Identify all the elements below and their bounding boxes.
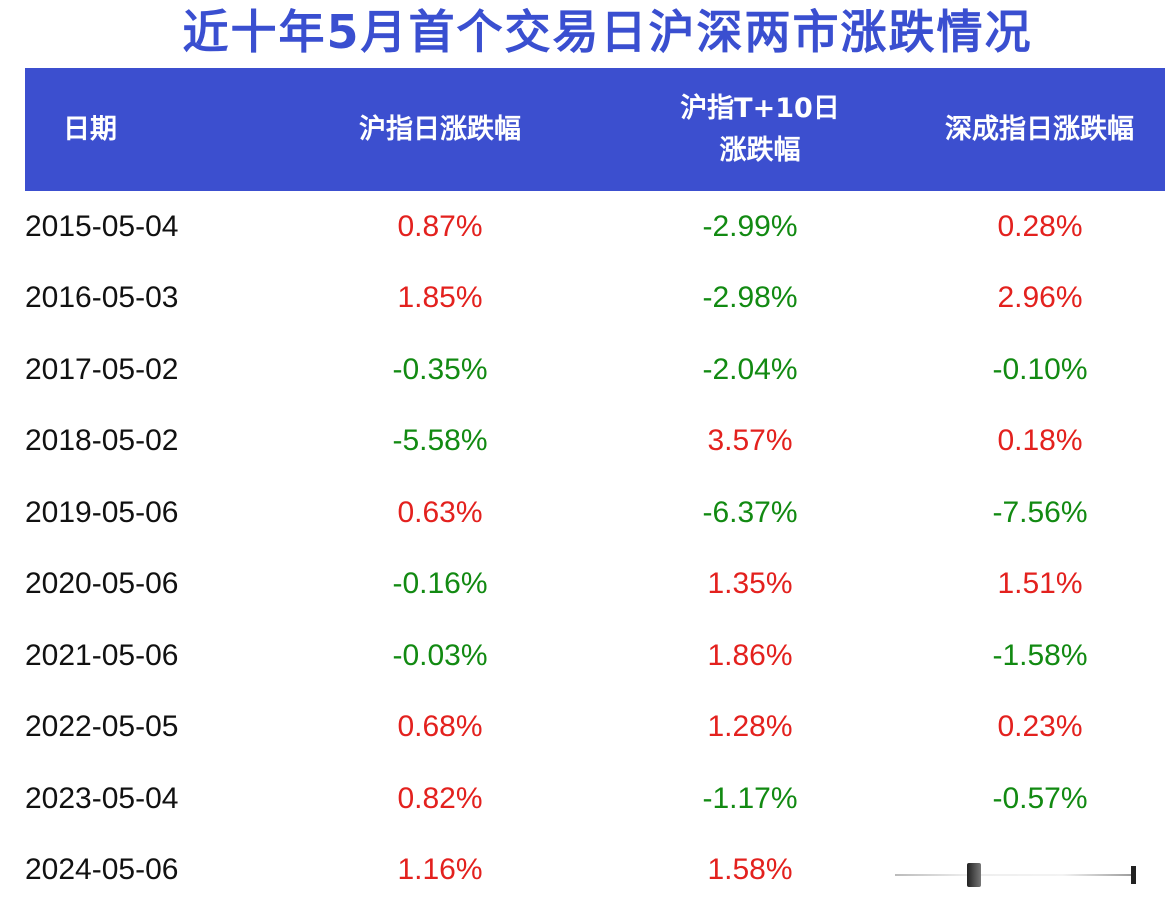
table-row: 2023-05-04 0.82% -1.17% -0.57% bbox=[25, 763, 1165, 835]
cell-date: 2023-05-04 bbox=[25, 781, 179, 815]
cell-date: 2021-05-06 bbox=[25, 638, 179, 672]
header-sh-t10-line1: 沪指T+10日 bbox=[680, 92, 840, 124]
cell-date: 2016-05-03 bbox=[25, 281, 179, 315]
cell-date: 2020-05-06 bbox=[25, 567, 179, 601]
cell-date: 2018-05-02 bbox=[25, 424, 179, 458]
cell-sh-t10: 1.58% bbox=[707, 853, 793, 887]
cell-date: 2017-05-02 bbox=[25, 352, 179, 386]
cell-sz-day: -1.58% bbox=[992, 638, 1088, 672]
cell-sh-t10: 1.86% bbox=[707, 638, 793, 672]
cell-sz-day: -0.57% bbox=[992, 781, 1088, 815]
cell-sh-day: 1.85% bbox=[397, 281, 483, 315]
table-row: 2017-05-02 -0.35% -2.04% -0.10% bbox=[25, 334, 1165, 406]
header-sh-t10-line2: 涨跌幅 bbox=[719, 134, 801, 166]
cell-sh-day: -5.58% bbox=[392, 424, 488, 458]
cell-sz-day: 2.96% bbox=[997, 281, 1083, 315]
cell-sh-day: -0.16% bbox=[392, 567, 488, 601]
cell-sh-t10: -1.17% bbox=[702, 781, 798, 815]
cell-date: 2015-05-04 bbox=[25, 209, 179, 243]
table-row: 2021-05-06 -0.03% 1.86% -1.58% bbox=[25, 620, 1165, 692]
cell-sz-day: -0.10% bbox=[992, 352, 1088, 386]
cell-sh-day: 0.82% bbox=[397, 781, 483, 815]
cell-sh-t10: -2.99% bbox=[702, 209, 798, 243]
cell-sh-day: -0.03% bbox=[392, 638, 488, 672]
cell-sh-day: 0.68% bbox=[397, 710, 483, 744]
cell-date: 2024-05-06 bbox=[25, 853, 179, 887]
watermark-line bbox=[895, 874, 1135, 876]
table-header: 日期 沪指日涨跌幅 沪指T+10日 涨跌幅 深成指日涨跌幅 bbox=[25, 68, 1165, 191]
cell-sz-day: 0.18% bbox=[997, 424, 1083, 458]
header-sz-day-change: 深成指日涨跌幅 bbox=[945, 113, 1134, 145]
header-sh-day-change: 沪指日涨跌幅 bbox=[359, 113, 521, 145]
header-row: 日期 沪指日涨跌幅 沪指T+10日 涨跌幅 深成指日涨跌幅 bbox=[25, 68, 1165, 191]
cell-date: 2019-05-06 bbox=[25, 495, 179, 529]
cell-date: 2022-05-05 bbox=[25, 710, 179, 744]
table-row: 2024-05-06 1.16% 1.58% bbox=[25, 835, 1165, 907]
cell-sz-day: 0.28% bbox=[997, 209, 1083, 243]
table-row: 2022-05-05 0.68% 1.28% 0.23% bbox=[25, 692, 1165, 764]
header-date: 日期 bbox=[63, 113, 117, 145]
watermark-end bbox=[1131, 866, 1136, 884]
watermark-slider-graphic bbox=[895, 860, 1140, 888]
cell-sh-day: 0.63% bbox=[397, 495, 483, 529]
cell-sz-day: 1.51% bbox=[997, 567, 1083, 601]
cell-sh-t10: 1.35% bbox=[707, 567, 793, 601]
table-row: 2018-05-02 -5.58% 3.57% 0.18% bbox=[25, 406, 1165, 478]
page-title: 近十年5月首个交易日沪深两市涨跌情况 bbox=[182, 5, 1033, 59]
cell-sh-day: 0.87% bbox=[397, 209, 483, 243]
cell-sh-t10: -6.37% bbox=[702, 495, 798, 529]
table-row: 2020-05-06 -0.16% 1.35% 1.51% bbox=[25, 549, 1165, 621]
cell-sh-t10: 1.28% bbox=[707, 710, 793, 744]
cell-sh-day: 1.16% bbox=[397, 853, 483, 887]
cell-sh-t10: 3.57% bbox=[707, 424, 793, 458]
table-row: 2016-05-03 1.85% -2.98% 2.96% bbox=[25, 263, 1165, 335]
watermark-handle bbox=[967, 863, 981, 887]
cell-sz-day: -7.56% bbox=[992, 495, 1088, 529]
table-body: 2015-05-04 0.87% -2.99% 0.28% 2016-05-03… bbox=[25, 191, 1165, 906]
cell-sz-day: 0.23% bbox=[997, 710, 1083, 744]
header-sh-t10-change: 沪指T+10日 涨跌幅 bbox=[615, 68, 905, 191]
table-row: 2015-05-04 0.87% -2.99% 0.28% bbox=[25, 191, 1165, 263]
cell-sh-t10: -2.04% bbox=[702, 352, 798, 386]
cell-sh-day: -0.35% bbox=[392, 352, 488, 386]
table-row: 2019-05-06 0.63% -6.37% -7.56% bbox=[25, 477, 1165, 549]
cell-sh-t10: -2.98% bbox=[702, 281, 798, 315]
market-change-table: 日期 沪指日涨跌幅 沪指T+10日 涨跌幅 深成指日涨跌幅 2015-05-04… bbox=[25, 68, 1165, 906]
